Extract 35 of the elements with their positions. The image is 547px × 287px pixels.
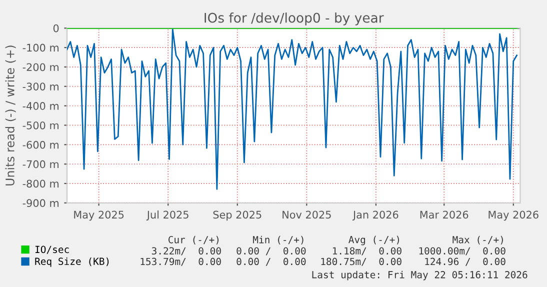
text: Max (-/+) (452, 236, 503, 244)
x-tick-label: Nov 2025 (282, 210, 331, 219)
legend-label: Req Size (KB) (35, 257, 109, 267)
x-tick-label: Jul 2025 (146, 210, 188, 221)
y-tick-label: -500 m (22, 121, 58, 130)
legend-label: IO/sec (35, 246, 69, 254)
y-tick-label: -900 m (22, 199, 58, 208)
y-axis-title: Units read (-) / write (+) (5, 46, 16, 186)
y-tick-label: -400 m (22, 102, 58, 110)
text: 153.79m/ 0.00 (140, 258, 221, 266)
y-tick-label: 0 (53, 24, 59, 32)
y-tick-label: -300 m (22, 82, 58, 90)
x-tick-label: Mar 2026 (420, 210, 468, 219)
text: Last update: Fri May 22 05:16:11 2026 (312, 270, 528, 280)
chart-title: IOs for /dev/loop0 - by year (204, 12, 384, 26)
y-tick-label: -200 m (22, 63, 58, 72)
x-tick-label: Sep 2025 (213, 210, 262, 221)
x-tick-label: Jan 2026 (352, 210, 398, 221)
x-tick-label: May 2025 (74, 210, 124, 221)
x-tick-label: May 2026 (488, 210, 538, 221)
y-tick-label: -100 m (22, 44, 58, 52)
y-tick-label: -800 m (22, 180, 58, 188)
text: 0.00 / 0.00 (236, 258, 306, 266)
text: 3.22m/ 0.00 (152, 247, 221, 256)
text: 0.00 / 0.00 (236, 247, 306, 256)
text: Cur (-/+) (168, 236, 219, 244)
text: 180.75m/ 0.00 (321, 258, 402, 266)
text: 1000.00m/ 0.00 (419, 247, 506, 256)
text: 124.96 / 0.00 (425, 258, 506, 266)
text: 1.18m/ 0.00 (332, 247, 402, 256)
y-tick-label: -600 m (22, 140, 58, 149)
y-tick-label: -700 m (22, 160, 58, 168)
text: Avg (-/+) (348, 236, 400, 246)
line-series (67, 28, 518, 190)
text: Min (-/+) (253, 236, 304, 244)
